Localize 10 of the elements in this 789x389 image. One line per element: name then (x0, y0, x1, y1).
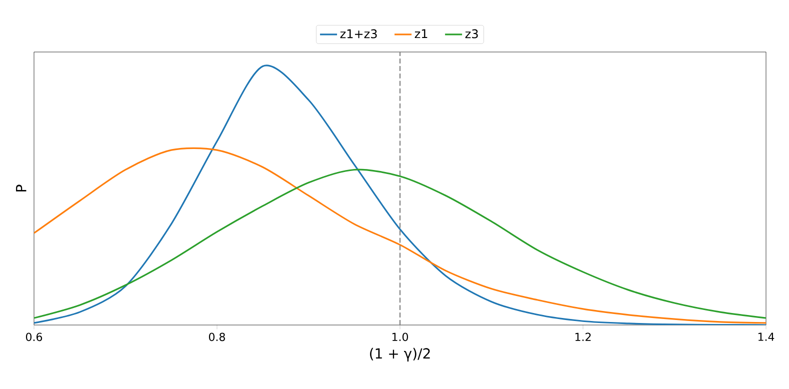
y-axis-title: P (16, 184, 26, 192)
x-tick-label: 0.8 (208, 332, 225, 342)
x-tick-label: 1.0 (392, 332, 408, 342)
legend-label: z3 (465, 29, 478, 38)
legend-label: z1 (414, 29, 428, 38)
x-tick-label: 1.4 (758, 332, 774, 341)
x-axis-title: (1 + γ)/2 (370, 348, 430, 362)
x-tick-label: 0.6 (26, 332, 42, 342)
x-tick-label: 1.2 (575, 332, 591, 341)
legend-label: z1+z3 (340, 29, 377, 38)
